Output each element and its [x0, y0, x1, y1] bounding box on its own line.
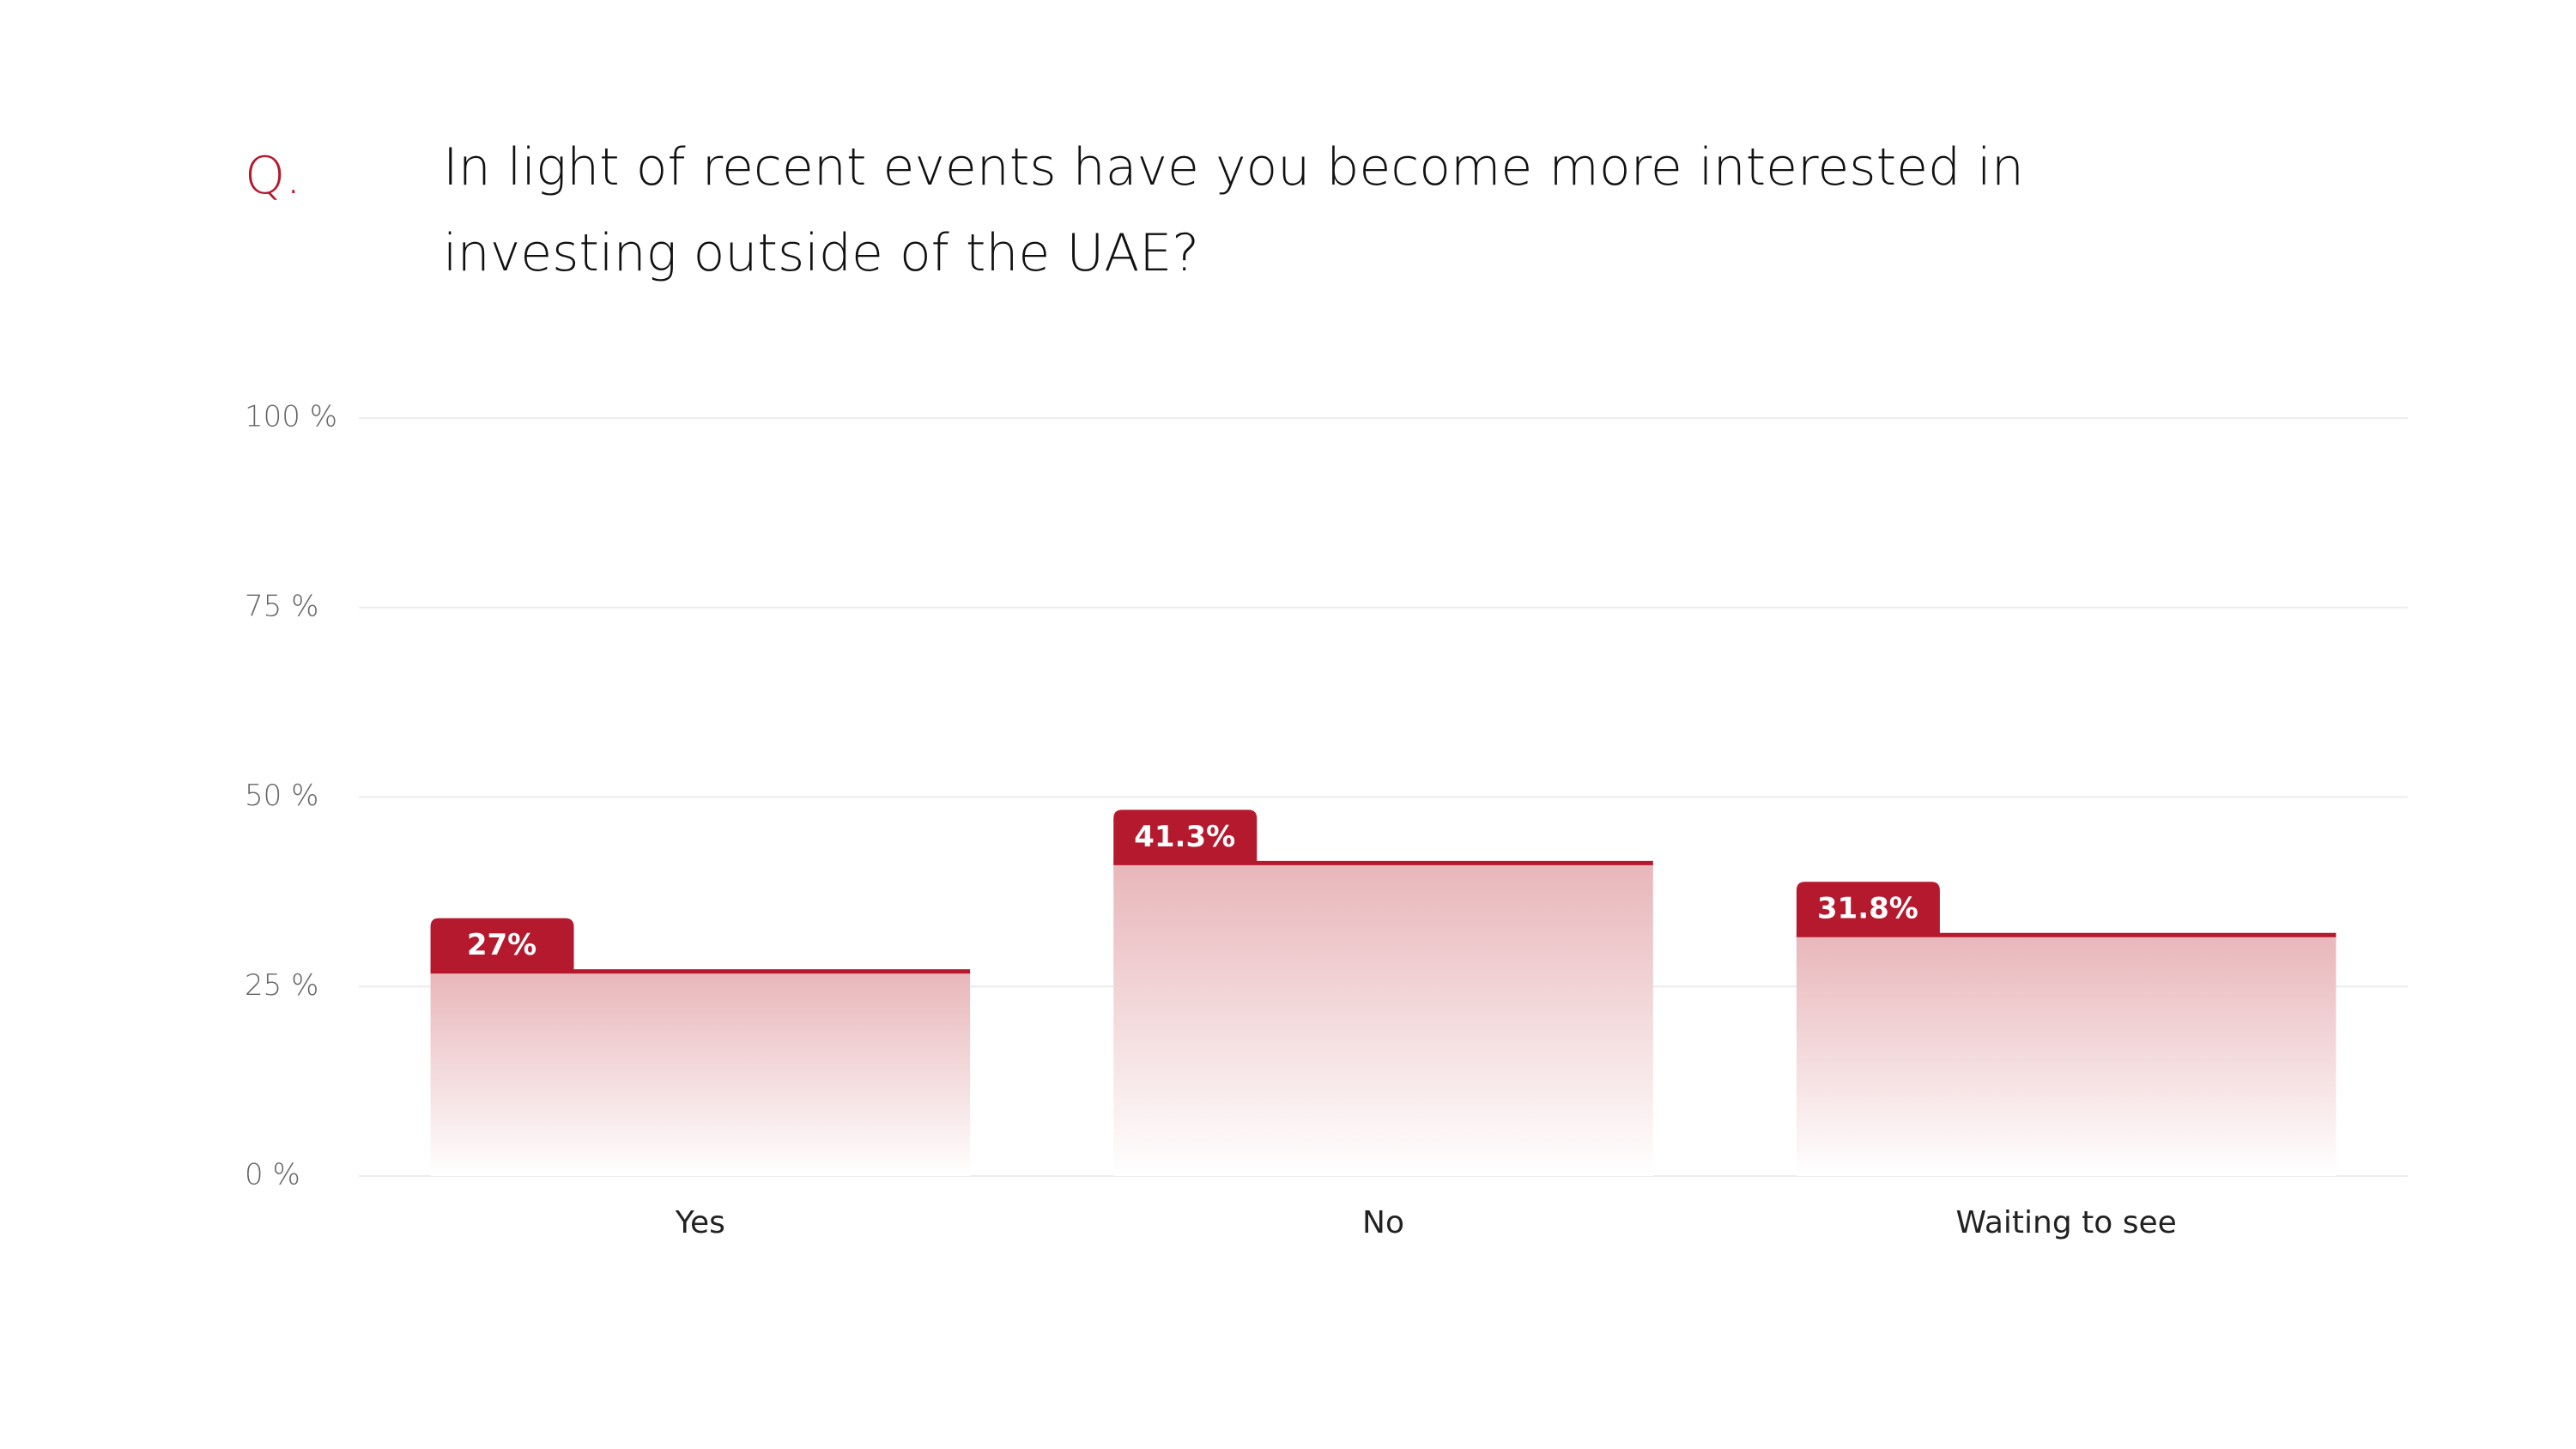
value-label-tab: [1796, 882, 1940, 936]
y-tick-label: 75 %: [245, 589, 318, 623]
x-tick-label: Waiting to see: [1956, 1205, 2177, 1240]
y-tick-label: 0 %: [245, 1158, 300, 1192]
value-label: 31.8%: [1817, 892, 1918, 926]
y-tick-label: 100 %: [245, 400, 337, 434]
bar: [430, 971, 971, 1176]
x-tick-label: Yes: [675, 1205, 725, 1240]
bar: [1113, 863, 1653, 1176]
question-marker: Q.: [245, 146, 302, 206]
x-tick-label: No: [1362, 1205, 1404, 1240]
value-label-tab: [1113, 809, 1258, 864]
bar: [1796, 935, 2337, 1176]
value-label: 41.3%: [1134, 820, 1235, 854]
y-tick-label: 50 %: [245, 779, 318, 813]
y-tick-label: 25 %: [245, 968, 318, 1003]
chart-title: In light of recent events have you becom…: [443, 137, 2024, 283]
value-label-tab: [430, 918, 574, 972]
value-label: 27%: [467, 928, 536, 962]
